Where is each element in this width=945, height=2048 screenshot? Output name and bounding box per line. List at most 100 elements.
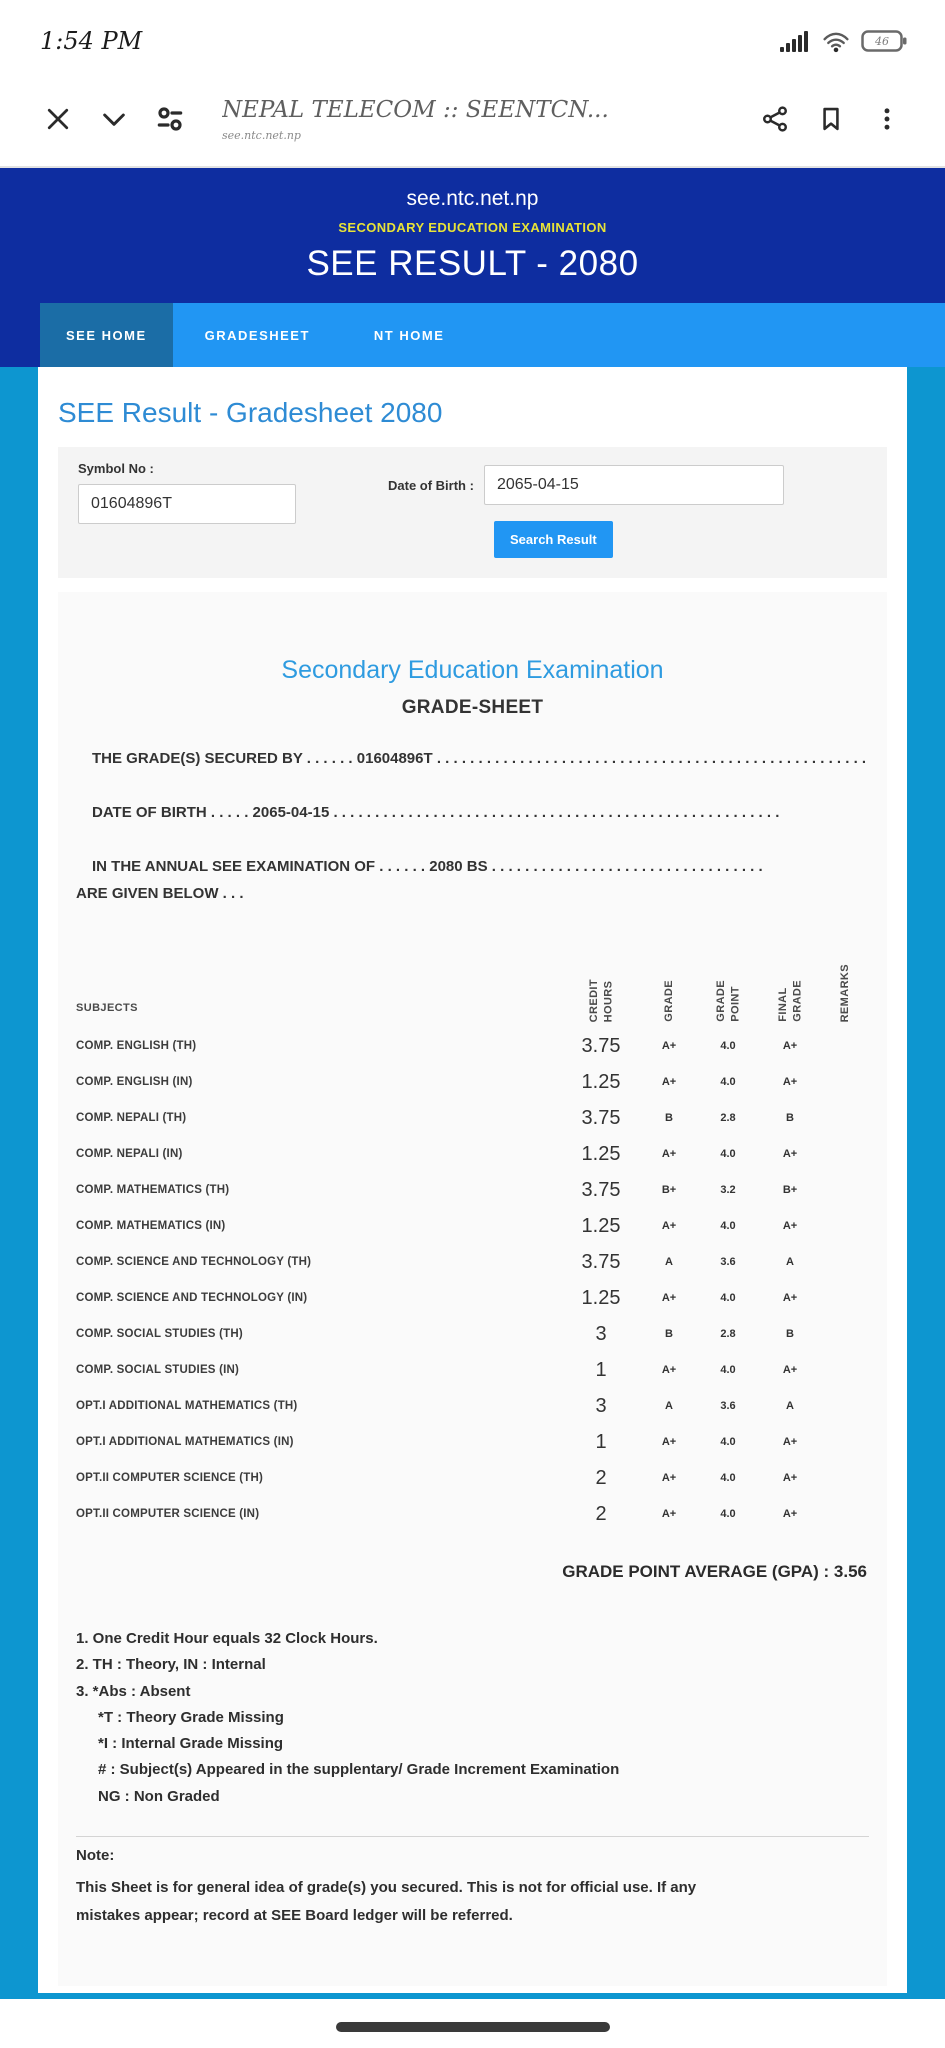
credit-cell: 3.75 bbox=[581, 1034, 621, 1057]
point-cell: 4.0 bbox=[720, 1040, 736, 1052]
divider bbox=[76, 1835, 869, 1837]
credit-cell: 3.75 bbox=[581, 1250, 621, 1273]
grade-cell: A+ bbox=[661, 1148, 677, 1160]
page-heading: SEE Result - Gradesheet 2080 bbox=[58, 397, 443, 428]
table-row: COMP. MATHEMATICS (TH) 3.75 B+ 3.2 B+ bbox=[76, 1172, 869, 1208]
share-icon bbox=[760, 104, 790, 134]
reader-options-button[interactable] bbox=[142, 91, 198, 147]
dob-label: Date of Birth : bbox=[388, 477, 474, 493]
grade-cell: B bbox=[665, 1112, 673, 1124]
table-row: COMP. MATHEMATICS (IN) 1.25 A+ 4.0 A+ bbox=[76, 1208, 869, 1244]
point-cell: 2.8 bbox=[720, 1112, 736, 1124]
col-header-grade: GRADE bbox=[662, 980, 675, 1022]
search-form: Symbol No : Date of Birth : Search Resul… bbox=[58, 447, 887, 578]
tune-sliders-icon bbox=[154, 103, 186, 135]
grade-cell: A+ bbox=[661, 1292, 677, 1304]
site-header: see.ntc.net.np SECONDARY EDUCATION EXAMI… bbox=[0, 168, 945, 303]
battery-icon: 46 bbox=[861, 29, 907, 53]
nav-tab-see-home[interactable]: SEE HOME bbox=[40, 303, 173, 367]
subject-cell: COMP. NEPALI (TH) bbox=[76, 1112, 187, 1124]
secured-by-line: THE GRADE(S) SECURED BY . . . . . . 0160… bbox=[92, 750, 867, 767]
subject-cell: COMP. SCIENCE AND TECHNOLOGY (IN) bbox=[76, 1292, 308, 1304]
site-title: SEE RESULT - 2080 bbox=[306, 244, 639, 283]
gesture-bar-area bbox=[0, 1999, 945, 2048]
subject-cell: COMP. SOCIAL STUDIES (TH) bbox=[76, 1328, 243, 1340]
point-cell: 4.0 bbox=[720, 1292, 736, 1304]
close-tab-button[interactable] bbox=[30, 91, 86, 147]
point-cell: 4.0 bbox=[720, 1220, 736, 1232]
nav-row: SEE HOME GRADESHEET NT HOME bbox=[0, 303, 945, 367]
final-cell: A bbox=[786, 1256, 794, 1268]
final-cell: A bbox=[786, 1400, 794, 1412]
col-header-final-grade: FINAL GRADE bbox=[776, 980, 803, 1022]
table-row: OPT.I ADDITIONAL MATHEMATICS (IN) 1 A+ 4… bbox=[76, 1424, 869, 1460]
battery-percent-text: 46 bbox=[875, 34, 889, 48]
bookmark-icon bbox=[817, 105, 845, 133]
final-cell: A+ bbox=[782, 1472, 798, 1484]
close-icon bbox=[43, 104, 73, 134]
share-button[interactable] bbox=[747, 91, 803, 147]
point-cell: 4.0 bbox=[720, 1364, 736, 1376]
final-cell: A+ bbox=[782, 1076, 798, 1088]
final-cell: A+ bbox=[782, 1436, 798, 1448]
gradesheet-panel: Secondary Education Examination GRADE-SH… bbox=[58, 592, 887, 1986]
credit-cell: 1.25 bbox=[581, 1070, 621, 1093]
final-cell: A+ bbox=[782, 1040, 798, 1052]
status-bar: 1:54 PM bbox=[0, 0, 945, 72]
credit-cell: 2 bbox=[595, 1466, 607, 1489]
nav-bar: SEE HOME GRADESHEET NT HOME bbox=[40, 303, 945, 367]
credit-cell: 1 bbox=[595, 1430, 607, 1453]
grade-cell: A bbox=[665, 1400, 673, 1412]
subject-cell: OPT.II COMPUTER SCIENCE (IN) bbox=[76, 1508, 260, 1520]
table-row: COMP. SCIENCE AND TECHNOLOGY (TH) 3.75 A… bbox=[76, 1244, 869, 1280]
table-row: COMP. SCIENCE AND TECHNOLOGY (IN) 1.25 A… bbox=[76, 1280, 869, 1316]
note-item: 1. One Credit Hour equals 32 Clock Hours… bbox=[76, 1630, 378, 1647]
search-result-button[interactable]: Search Result bbox=[494, 521, 613, 558]
table-row: COMP. SOCIAL STUDIES (IN) 1 A+ 4.0 A+ bbox=[76, 1352, 869, 1388]
final-cell: A+ bbox=[782, 1220, 798, 1232]
dob-input[interactable] bbox=[483, 465, 784, 505]
page-title-block[interactable]: NEPAL TELECOM :: SEENTCN... see.ntc.net.… bbox=[198, 97, 747, 142]
final-cell: B bbox=[786, 1112, 794, 1124]
credit-cell: 1 bbox=[595, 1358, 607, 1381]
note-text: This Sheet is for general idea of grade(… bbox=[76, 1878, 697, 1925]
grade-cell: A+ bbox=[661, 1220, 677, 1232]
gradesheet-title: Secondary Education Examination bbox=[281, 656, 664, 684]
subject-cell: OPT.II COMPUTER SCIENCE (TH) bbox=[76, 1472, 264, 1484]
symbol-no-label: Symbol No : bbox=[78, 461, 154, 476]
browser-page-title: NEPAL TELECOM :: SEENTCN... bbox=[222, 96, 609, 123]
note-item: *T : Theory Grade Missing bbox=[98, 1708, 284, 1726]
grade-cell: A+ bbox=[661, 1508, 677, 1520]
grade-cell: A+ bbox=[661, 1472, 677, 1484]
note-item: *I : Internal Grade Missing bbox=[98, 1735, 284, 1752]
symbol-no-input[interactable] bbox=[78, 484, 296, 524]
nav-tab-nt-home[interactable]: NT HOME bbox=[373, 327, 445, 343]
point-cell: 3.6 bbox=[720, 1400, 736, 1412]
subject-cell: COMP. ENGLISH (IN) bbox=[76, 1076, 193, 1088]
grade-cell: A+ bbox=[661, 1364, 677, 1376]
overflow-menu-button[interactable] bbox=[859, 91, 915, 147]
site-domain: see.ntc.net.np bbox=[406, 187, 539, 210]
home-indicator[interactable] bbox=[335, 2021, 610, 2032]
three-dots-icon bbox=[873, 105, 901, 133]
date-of-birth-line: DATE OF BIRTH . . . . . 2065-04-15 . . .… bbox=[92, 803, 780, 821]
col-header-grade-point: GRADE POINT bbox=[714, 980, 741, 1022]
final-cell: B+ bbox=[782, 1184, 798, 1196]
table-row: OPT.II COMPUTER SCIENCE (IN) 2 A+ 4.0 A+ bbox=[76, 1496, 869, 1532]
site-subtitle: SECONDARY EDUCATION EXAMINATION bbox=[338, 220, 607, 235]
wifi-icon bbox=[821, 29, 851, 53]
bookmark-button[interactable] bbox=[803, 91, 859, 147]
note-item: NG : Non Graded bbox=[98, 1787, 220, 1805]
point-cell: 4.0 bbox=[720, 1472, 736, 1484]
collapse-button[interactable] bbox=[86, 91, 142, 147]
point-cell: 3.6 bbox=[720, 1256, 736, 1268]
content-card: SEE Result - Gradesheet 2080 Symbol No :… bbox=[38, 367, 907, 1993]
browser-toolbar: NEPAL TELECOM :: SEENTCN... see.ntc.net.… bbox=[0, 72, 945, 168]
point-cell: 4.0 bbox=[720, 1508, 736, 1520]
credit-cell: 3.75 bbox=[581, 1106, 621, 1129]
table-row: COMP. NEPALI (IN) 1.25 A+ 4.0 A+ bbox=[76, 1136, 869, 1172]
nav-tab-gradesheet[interactable]: GRADESHEET bbox=[204, 327, 310, 343]
grade-cell: B bbox=[665, 1328, 673, 1340]
subject-cell: COMP. ENGLISH (TH) bbox=[76, 1040, 197, 1052]
